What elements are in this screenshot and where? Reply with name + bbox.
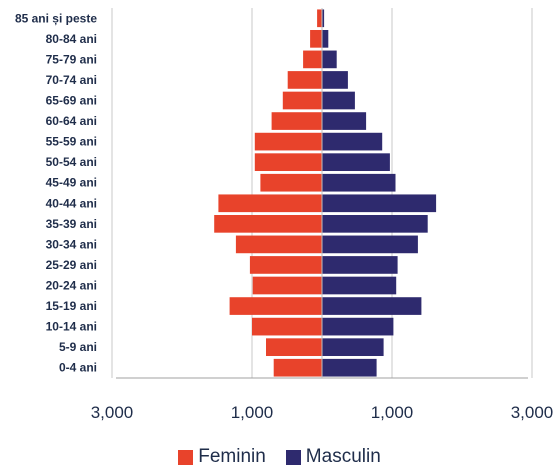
category-label-11: 30-34 ani bbox=[46, 237, 97, 251]
legend-label-female: Feminin bbox=[198, 446, 266, 467]
bar-masculin-2 bbox=[322, 50, 337, 69]
category-label-1: 80-84 ani bbox=[46, 32, 97, 46]
bar-masculin-4 bbox=[322, 91, 355, 110]
category-label-10: 35-39 ani bbox=[46, 217, 97, 231]
bar-masculin-11 bbox=[322, 235, 418, 254]
x-tick-label-2: 1,000 bbox=[371, 403, 414, 422]
bar-masculin-14 bbox=[322, 297, 422, 315]
bar-feminin-7 bbox=[254, 153, 322, 172]
category-label-4: 65-69 ani bbox=[46, 94, 97, 108]
x-tick-labels: 3,000 1,000 1,000 3,000 bbox=[91, 403, 554, 422]
category-label-8: 45-49 ani bbox=[46, 176, 97, 190]
bar-feminin-6 bbox=[254, 132, 322, 151]
category-labels: 85 ani și peste 80-84 ani 75-79 ani 70-74 a… bbox=[15, 11, 97, 374]
category-label-17: 0-4 ani bbox=[59, 361, 97, 375]
bar-masculin-8 bbox=[322, 173, 396, 192]
bar-feminin-1 bbox=[310, 29, 322, 48]
legend-item-female: Feminin bbox=[178, 446, 266, 468]
bar-feminin-3 bbox=[287, 71, 322, 89]
bar-masculin-7 bbox=[322, 153, 390, 172]
bar-feminin-2 bbox=[303, 50, 322, 69]
bar-masculin-13 bbox=[322, 276, 397, 295]
category-label-2: 75-79 ani bbox=[46, 52, 97, 66]
legend: Feminin Masculin bbox=[0, 446, 559, 468]
legend-item-male: Masculin bbox=[285, 446, 381, 468]
bar-masculin-1 bbox=[322, 29, 329, 48]
axis bbox=[116, 8, 528, 379]
bar-feminin-5 bbox=[271, 112, 322, 130]
grid-lines bbox=[111, 8, 533, 378]
bar-masculin-9 bbox=[322, 194, 437, 213]
bar-masculin-15 bbox=[322, 317, 394, 336]
bar-feminin-4 bbox=[282, 91, 322, 110]
bar-feminin-17 bbox=[273, 358, 322, 377]
bar-masculin-10 bbox=[322, 214, 428, 233]
bar-feminin-12 bbox=[249, 256, 322, 274]
legend-swatch-female bbox=[178, 449, 194, 465]
bar-feminin-16 bbox=[266, 338, 322, 357]
category-label-9: 40-44 ani bbox=[46, 196, 97, 210]
bar-feminin-9 bbox=[218, 194, 322, 213]
category-label-13: 20-24 ani bbox=[46, 279, 97, 293]
x-tick-label-1: 1,000 bbox=[231, 403, 274, 422]
category-label-6: 55-59 ani bbox=[46, 135, 97, 149]
bar-feminin-13 bbox=[252, 276, 322, 295]
bar-masculin-5 bbox=[322, 112, 367, 130]
bar-masculin-16 bbox=[322, 338, 384, 357]
category-label-5: 60-64 ani bbox=[46, 114, 97, 128]
bar-masculin-17 bbox=[322, 358, 377, 377]
category-label-15: 10-14 ani bbox=[46, 320, 97, 334]
bar-masculin-12 bbox=[322, 256, 398, 274]
category-label-16: 5-9 ani bbox=[59, 340, 97, 354]
legend-swatch-male bbox=[285, 449, 301, 465]
x-tick-label-3: 3,000 bbox=[511, 403, 554, 422]
category-label-14: 15-19 ani bbox=[46, 299, 97, 313]
bar-masculin-3 bbox=[322, 71, 348, 89]
bar-feminin-0 bbox=[317, 9, 322, 28]
bar-feminin-14 bbox=[229, 297, 322, 315]
bar-feminin-11 bbox=[235, 235, 322, 254]
bar-masculin-6 bbox=[322, 132, 383, 151]
category-label-3: 70-74 ani bbox=[46, 73, 97, 87]
category-label-7: 50-54 ani bbox=[46, 155, 97, 169]
category-label-0: 85 ani și peste bbox=[15, 11, 97, 25]
bars bbox=[214, 9, 437, 377]
legend-label-male: Masculin bbox=[305, 446, 381, 467]
bar-feminin-15 bbox=[252, 317, 322, 336]
bar-feminin-10 bbox=[214, 214, 322, 233]
category-label-12: 25-29 ani bbox=[46, 258, 97, 272]
x-tick-label-0: 3,000 bbox=[91, 403, 134, 422]
bar-masculin-0 bbox=[322, 9, 325, 28]
population-pyramid-chart: 85 ani și peste 80-84 ani 75-79 ani 70-74 a… bbox=[15, 8, 554, 422]
bar-feminin-8 bbox=[260, 173, 322, 192]
